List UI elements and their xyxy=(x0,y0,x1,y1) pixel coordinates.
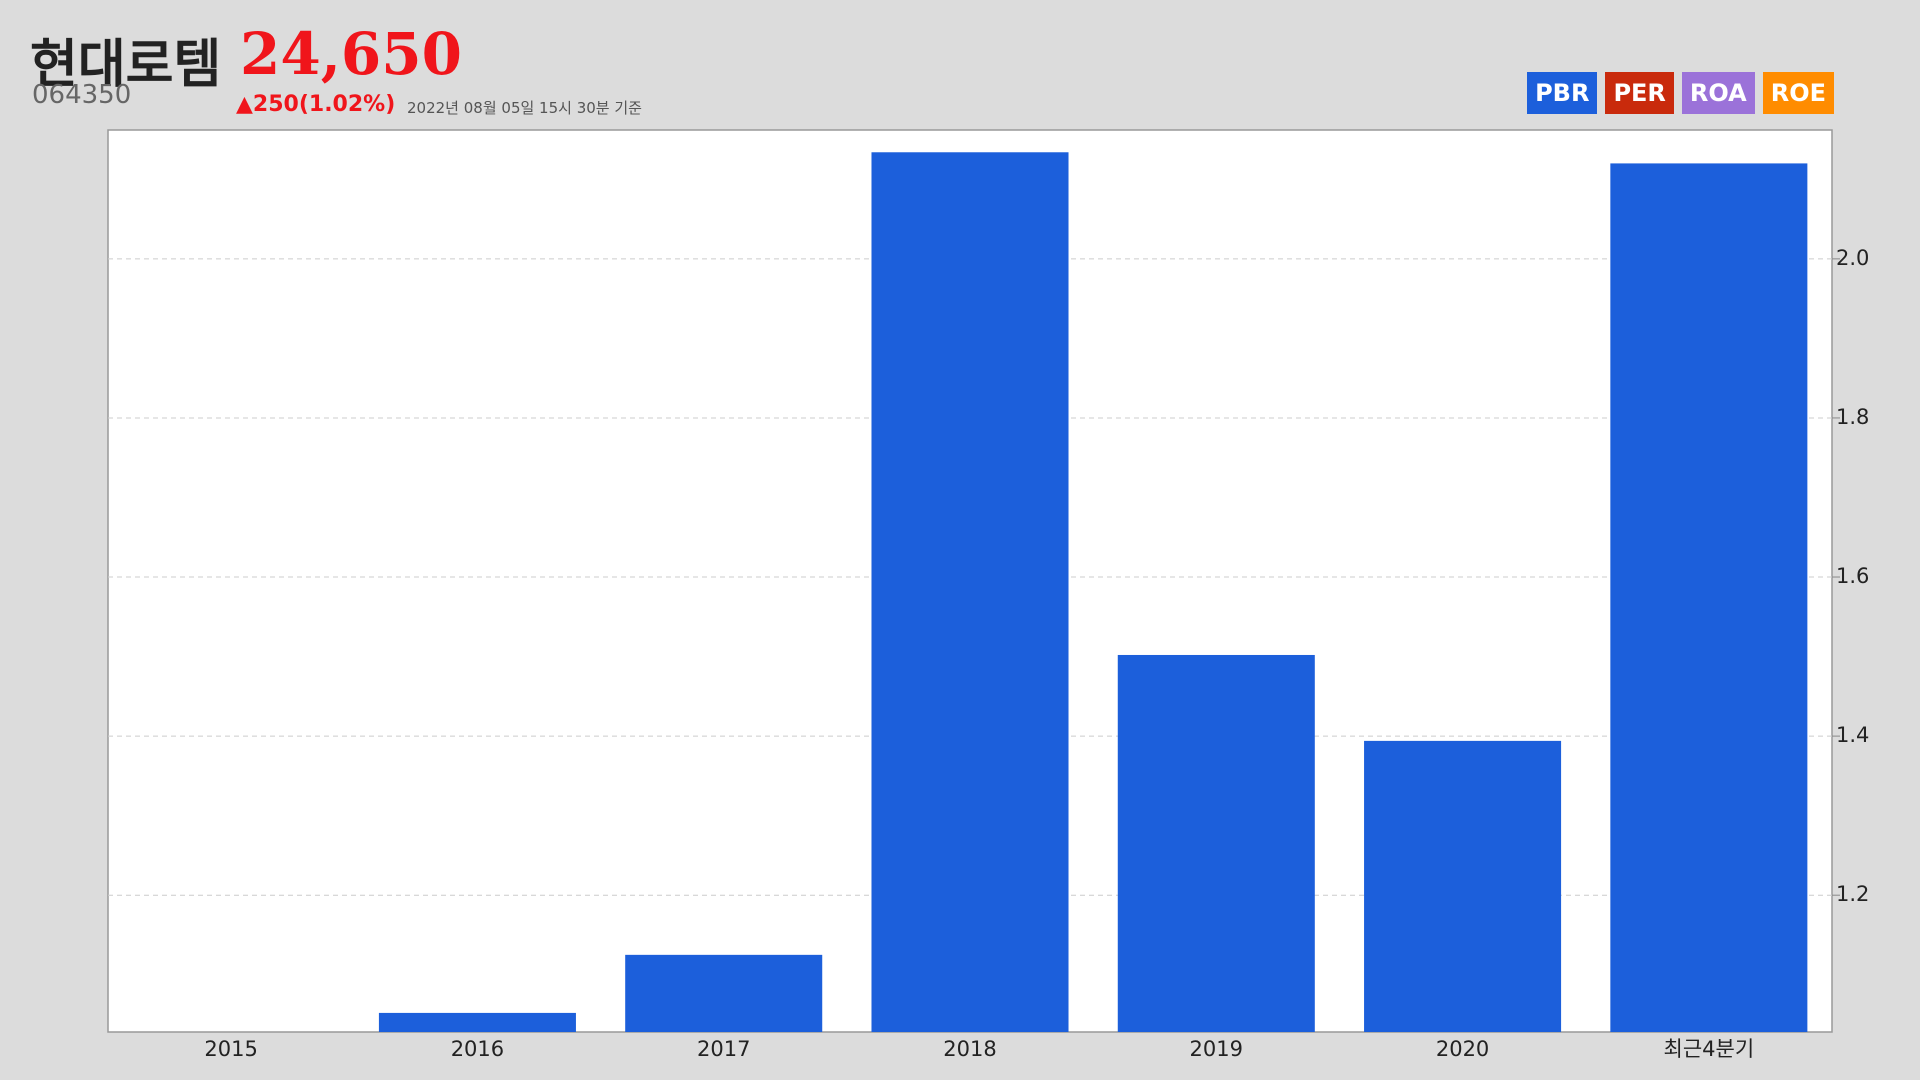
price-change: ▲250(1.02%) xyxy=(236,92,396,117)
metric-button[interactable]: PBR xyxy=(1527,72,1598,114)
x-tick-label: 2016 xyxy=(451,1037,504,1061)
x-tick-label: 2018 xyxy=(943,1037,996,1061)
x-tick-label: 최근4분기 xyxy=(1664,1037,1755,1061)
y-tick-label: 2.0 xyxy=(1836,246,1869,270)
metric-button[interactable]: PER xyxy=(1605,72,1674,114)
bar xyxy=(871,152,1069,1032)
metric-button[interactable]: ROE xyxy=(1762,72,1834,114)
bar xyxy=(625,954,823,1032)
x-tick-label: 2019 xyxy=(1190,1037,1243,1061)
bar xyxy=(378,1012,576,1032)
x-tick-label: 2017 xyxy=(697,1037,750,1061)
stock-code: 064350 xyxy=(32,80,132,110)
y-tick-label: 1.4 xyxy=(1836,723,1869,747)
x-tick-label: 2020 xyxy=(1436,1037,1489,1061)
bar xyxy=(1117,654,1315,1032)
metric-button[interactable]: ROA xyxy=(1681,72,1755,114)
stock-name: 현대로템 xyxy=(30,35,222,95)
metric-buttons: PBR PER ROA ROE xyxy=(1527,72,1834,114)
bar xyxy=(1364,740,1562,1032)
y-tick-label: 1.2 xyxy=(1836,882,1869,906)
bar xyxy=(1610,163,1808,1032)
stock-price: 24,650 xyxy=(240,20,462,88)
y-tick-label: 1.6 xyxy=(1836,564,1869,588)
as-of-date: 2022년 08월 05일 15시 30분 기준 xyxy=(407,99,642,117)
x-tick-label: 2015 xyxy=(204,1037,257,1061)
y-tick-label: 1.8 xyxy=(1836,405,1869,429)
